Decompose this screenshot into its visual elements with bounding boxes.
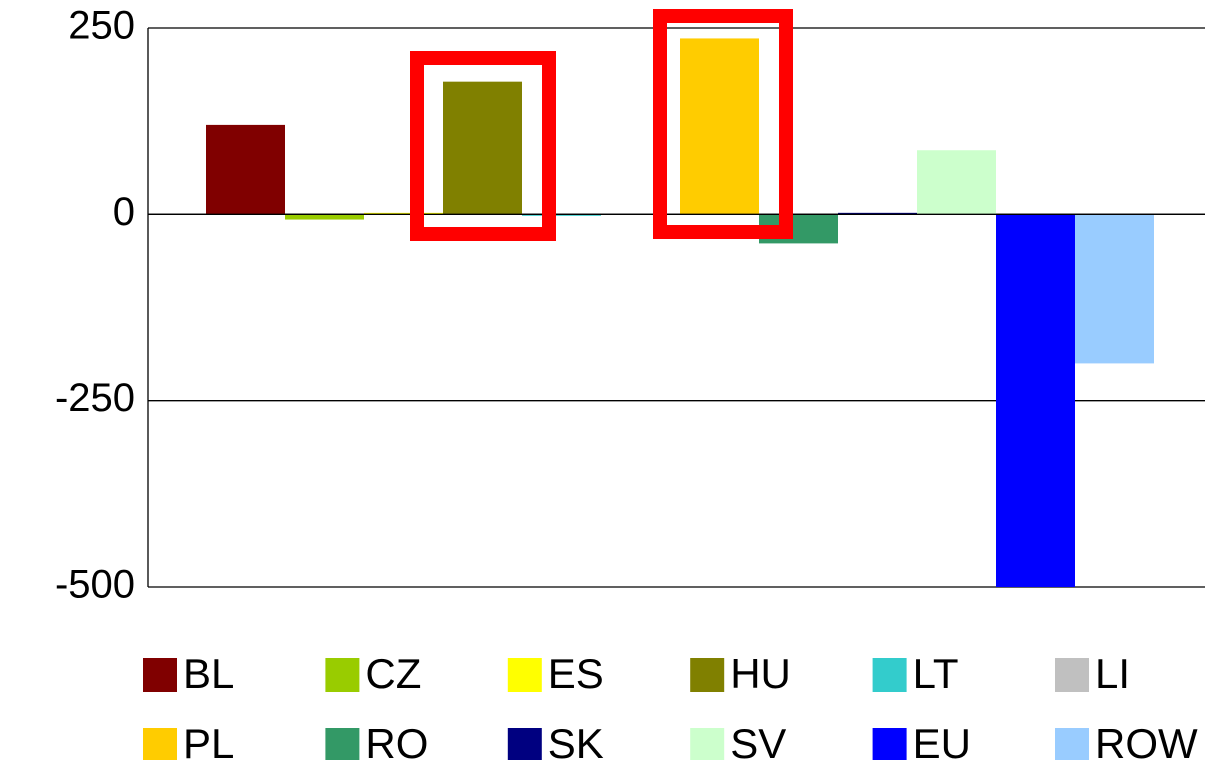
y-tick-label: 0	[113, 190, 135, 234]
legend-swatch	[1055, 728, 1089, 760]
legend-swatch	[325, 728, 360, 760]
legend-label: EU	[913, 720, 971, 760]
bar	[917, 150, 996, 215]
legend-swatch	[690, 658, 725, 692]
legend-label: RO	[365, 720, 428, 760]
y-tick-label: -500	[55, 563, 135, 607]
legend-label: PL	[183, 720, 234, 760]
legend-swatch	[507, 728, 542, 760]
bar	[206, 124, 285, 215]
legend-label: BL	[183, 650, 234, 697]
legend-swatch	[1055, 658, 1089, 692]
legend-label: HU	[730, 650, 791, 697]
legend-label: LI	[1095, 650, 1130, 697]
highlight-box	[410, 51, 556, 241]
bar	[522, 214, 601, 216]
bar	[996, 214, 1075, 588]
bar	[364, 212, 443, 215]
highlight-box	[653, 9, 793, 239]
bar	[838, 212, 917, 215]
y-tick-label: 250	[68, 4, 135, 48]
bar	[285, 214, 364, 220]
legend-label: LT	[913, 650, 959, 697]
legend-label: SV	[730, 720, 786, 760]
legend-swatch	[872, 658, 907, 692]
legend-swatch	[143, 658, 177, 692]
legend-swatch	[325, 658, 360, 692]
legend-label: ES	[548, 650, 604, 697]
legend-swatch	[872, 728, 907, 760]
y-tick-label: -250	[55, 376, 135, 420]
bar	[680, 38, 759, 215]
legend-label: ROW	[1095, 720, 1198, 760]
legend-swatch	[143, 728, 177, 760]
bars	[206, 38, 1154, 588]
plot-area: -500 -250 0 250	[55, 4, 1205, 607]
legend-label: CZ	[365, 650, 421, 697]
bar	[1075, 214, 1154, 364]
legend-swatch	[507, 658, 542, 692]
legend-swatch	[690, 728, 725, 760]
bar	[443, 81, 522, 215]
legend-label: SK	[548, 720, 604, 760]
